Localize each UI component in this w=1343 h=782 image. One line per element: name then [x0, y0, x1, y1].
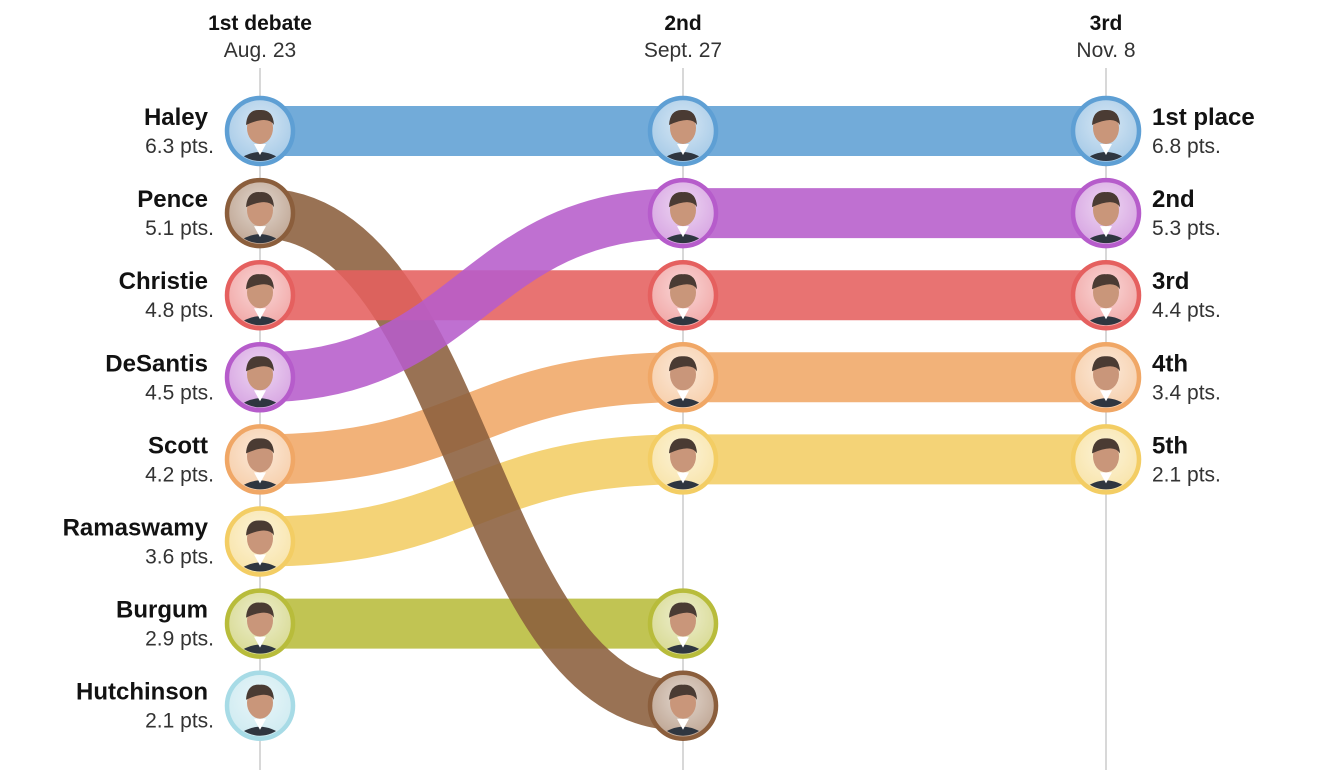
- avatar-desantis: [1070, 177, 1142, 249]
- band-pence: [258, 188, 685, 731]
- avatar-ramaswamy: [1070, 424, 1142, 495]
- candidate-first-points: 6.3 pts.: [145, 135, 214, 158]
- candidate-first-points: 4.8 pts.: [145, 299, 214, 322]
- avatar-christie: [647, 259, 719, 331]
- candidate-first-points: 3.6 pts.: [145, 546, 214, 569]
- avatar-haley: [647, 95, 719, 167]
- candidate-first-points: 2.1 pts.: [145, 710, 214, 733]
- band-desantis: [259, 188, 1106, 403]
- debate-headers: 1st debate Aug. 23 2nd Sept. 27 3rd Nov. 8: [208, 12, 1136, 62]
- candidate-bands: [258, 106, 1106, 731]
- candidate-name-burgum: Burgum: [116, 597, 208, 624]
- candidate-first-points: 4.5 pts.: [145, 381, 214, 404]
- avatar-hutchinson: [224, 670, 296, 741]
- place-label: 3rd: [1152, 268, 1189, 295]
- avatar-burgum: [647, 588, 719, 659]
- avatar-pence: [224, 177, 296, 249]
- candidate-name-ramaswamy: Ramaswamy: [63, 515, 209, 542]
- candidate-first-points: 4.2 pts.: [145, 463, 214, 486]
- avatar-scott: [224, 424, 296, 495]
- candidate-first-points: 2.9 pts.: [145, 628, 214, 651]
- candidate-final-points: 3.4 pts.: [1152, 381, 1221, 404]
- avatar-scott: [647, 342, 719, 413]
- avatar-ramaswamy: [647, 424, 719, 495]
- final-place-labels: 1st place 6.8 pts. 3rd 4.4 pts. 2nd 5.3 pts. 4…: [1152, 104, 1255, 486]
- avatar-christie: [224, 259, 296, 331]
- candidate-first-points: 5.1 pts.: [145, 217, 214, 240]
- candidate-name-hutchinson: Hutchinson: [76, 679, 208, 706]
- debate-header-title: 1st debate: [208, 12, 312, 35]
- avatar-christie: [1070, 259, 1142, 331]
- candidate-name-desantis: DeSantis: [105, 350, 208, 377]
- avatar-scott: [1070, 342, 1142, 413]
- avatar-ramaswamy: [224, 506, 296, 577]
- debate-header-title: 2nd: [664, 12, 701, 35]
- place-label: 2nd: [1152, 186, 1195, 213]
- candidate-name-scott: Scott: [148, 432, 208, 459]
- candidate-final-points: 6.8 pts.: [1152, 135, 1221, 158]
- avatar-haley: [1070, 95, 1142, 167]
- candidate-final-points: 2.1 pts.: [1152, 463, 1221, 486]
- candidate-final-points: 5.3 pts.: [1152, 217, 1221, 240]
- debate-header-date: Aug. 23: [224, 39, 296, 62]
- avatar-haley: [224, 95, 296, 167]
- avatar-burgum: [224, 588, 296, 659]
- avatar-pence: [647, 670, 719, 741]
- candidate-avatars: [224, 95, 1142, 741]
- candidate-name-haley: Haley: [144, 104, 209, 131]
- debate-header-title: 3rd: [1090, 12, 1123, 35]
- debate-axis-lines: [259, 68, 1107, 770]
- debate-header-date: Nov. 8: [1076, 39, 1135, 62]
- debate-header-date: Sept. 27: [644, 39, 722, 62]
- candidate-name-pence: Pence: [137, 186, 208, 213]
- first-debate-labels: Haley 6.3 pts. Pence 5.1 pts. Christie 4.8 pt…: [63, 104, 214, 733]
- place-label: 4th: [1152, 350, 1188, 377]
- place-label: 5th: [1152, 432, 1188, 459]
- avatar-desantis: [647, 177, 719, 249]
- candidate-name-christie: Christie: [119, 268, 208, 295]
- candidate-final-points: 4.4 pts.: [1152, 299, 1221, 322]
- avatar-desantis: [224, 342, 296, 413]
- place-label: 1st place: [1152, 104, 1255, 131]
